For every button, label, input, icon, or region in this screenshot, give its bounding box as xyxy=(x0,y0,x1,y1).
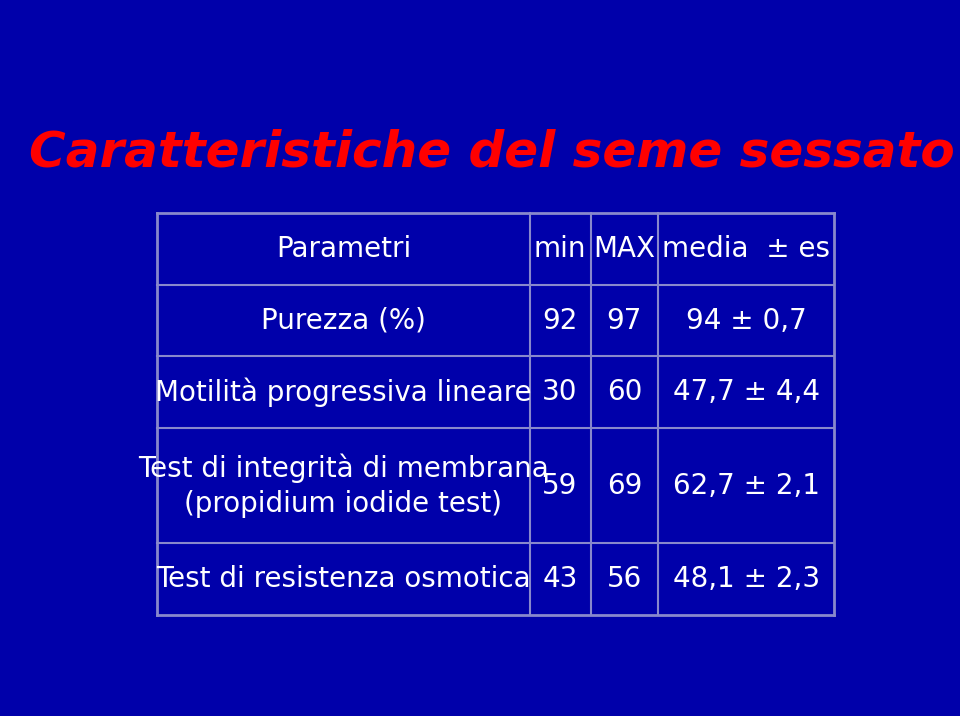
Text: min: min xyxy=(534,235,587,263)
Text: 43: 43 xyxy=(542,565,578,594)
Text: 69: 69 xyxy=(607,472,642,500)
Text: 94 ± 0,7: 94 ± 0,7 xyxy=(685,306,806,334)
Text: Caratteristiche del seme sessato: Caratteristiche del seme sessato xyxy=(29,128,955,176)
Text: media  ± es: media ± es xyxy=(662,235,830,263)
Text: Parametri: Parametri xyxy=(276,235,411,263)
Text: 56: 56 xyxy=(607,565,642,594)
Text: 47,7 ± 4,4: 47,7 ± 4,4 xyxy=(673,378,820,407)
Text: MAX: MAX xyxy=(593,235,656,263)
Text: 60: 60 xyxy=(607,378,642,407)
Text: 62,7 ± 2,1: 62,7 ± 2,1 xyxy=(673,472,820,500)
Text: Motilità progressiva lineare: Motilità progressiva lineare xyxy=(156,377,532,407)
Text: Purezza (%): Purezza (%) xyxy=(261,306,426,334)
Text: Test di resistenza osmotica: Test di resistenza osmotica xyxy=(156,565,531,594)
Text: 92: 92 xyxy=(542,306,578,334)
Text: Test di integrità di membrana
(propidium iodide test): Test di integrità di membrana (propidium… xyxy=(138,454,549,518)
Text: 30: 30 xyxy=(542,378,578,407)
Text: 59: 59 xyxy=(542,472,578,500)
Text: 97: 97 xyxy=(607,306,642,334)
Text: 48,1 ± 2,3: 48,1 ± 2,3 xyxy=(673,565,820,594)
